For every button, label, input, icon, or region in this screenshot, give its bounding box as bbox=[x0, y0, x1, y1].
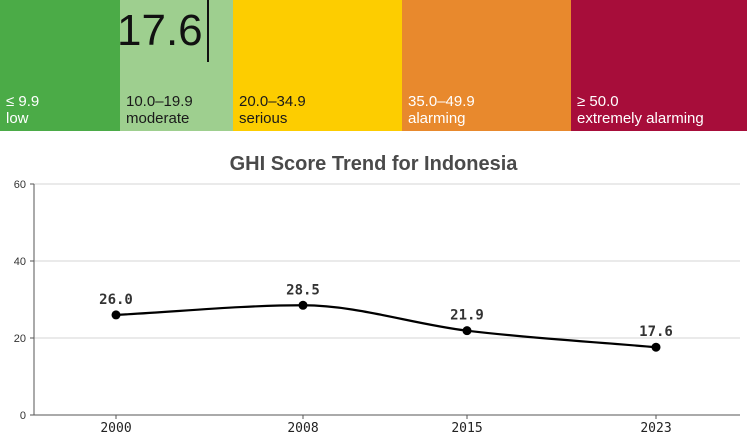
data-label: 28.5 bbox=[286, 282, 320, 298]
scale-range: ≥ 50.0 bbox=[577, 93, 619, 110]
y-tick-label: 20 bbox=[14, 333, 26, 345]
scale-range: 35.0–49.9 bbox=[408, 93, 475, 110]
data-point bbox=[651, 342, 661, 352]
y-tick-label: 0 bbox=[20, 410, 26, 422]
scale-segment-serious: 20.0–34.9 serious bbox=[233, 0, 402, 131]
data-point bbox=[298, 300, 308, 310]
current-score-marker: 17.6 bbox=[117, 0, 209, 62]
data-point bbox=[462, 326, 472, 336]
x-tick-label: 2015 bbox=[451, 421, 482, 436]
scale-range: 20.0–34.9 bbox=[239, 93, 306, 110]
severity-scale: ≤ 9.9 low 10.0–19.9 moderate 20.0–34.9 s… bbox=[0, 0, 747, 131]
scale-category: extremely alarming bbox=[577, 110, 704, 127]
data-point bbox=[111, 310, 121, 320]
x-tick-label: 2023 bbox=[640, 421, 671, 436]
scale-segment-extremely-alarming: ≥ 50.0 extremely alarming bbox=[571, 0, 747, 131]
scale-category: alarming bbox=[408, 110, 466, 127]
scale-range: 10.0–19.9 bbox=[126, 93, 193, 110]
y-tick-label: 40 bbox=[14, 256, 26, 268]
scale-category: moderate bbox=[126, 110, 190, 127]
data-label: 26.0 bbox=[99, 292, 133, 308]
scale-category: low bbox=[6, 110, 29, 127]
data-label: 21.9 bbox=[450, 308, 484, 324]
x-tick-label: 2000 bbox=[100, 421, 131, 436]
scale-segment-moderate: 10.0–19.9 moderate bbox=[120, 0, 233, 131]
data-label: 17.6 bbox=[639, 324, 673, 340]
scale-segment-low: ≤ 9.9 low bbox=[0, 0, 120, 131]
x-tick-label: 2008 bbox=[287, 421, 318, 436]
series-line bbox=[115, 304, 657, 349]
scale-range: ≤ 9.9 bbox=[6, 93, 40, 110]
scale-segment-alarming: 35.0–49.9 alarming bbox=[402, 0, 571, 131]
y-tick-label: 60 bbox=[14, 179, 26, 191]
scale-category: serious bbox=[239, 110, 288, 127]
chart-title: GHI Score Trend for Indonesia bbox=[229, 153, 518, 175]
